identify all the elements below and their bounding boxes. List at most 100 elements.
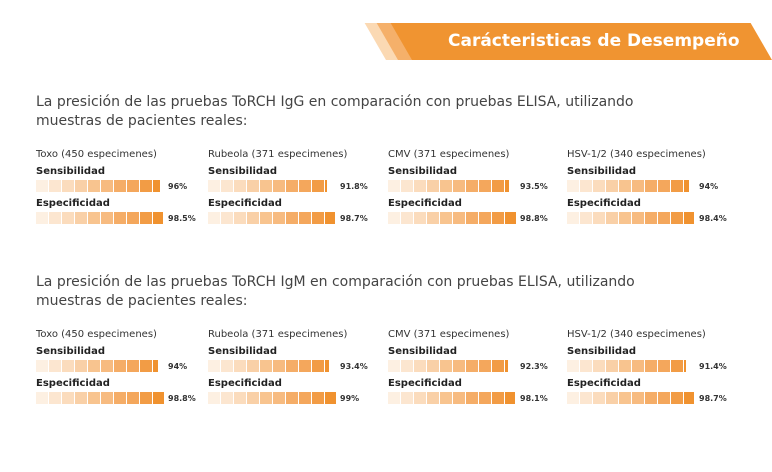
- sensitivity-label: Sensibilidad: [208, 166, 277, 177]
- bar-segment: [75, 392, 87, 404]
- specificity-bar: [208, 392, 337, 404]
- sensitivity-value: 91.8%: [340, 181, 368, 191]
- bar-segment: [312, 392, 324, 404]
- sensitivity-bar: [388, 180, 517, 192]
- bar-segment: [619, 212, 631, 224]
- specificity-bar: [36, 392, 165, 404]
- bar-segment: [273, 212, 285, 224]
- bar-segment: [88, 212, 100, 224]
- bar-segment: [492, 360, 504, 372]
- sensitivity-bar: [567, 180, 696, 192]
- bar-segment: [114, 392, 126, 404]
- sensitivity-label: Sensibilidad: [36, 166, 105, 177]
- bar-segment: [49, 392, 61, 404]
- bar-segment: [684, 392, 696, 404]
- column-title: Rubeola (371 especimenes): [208, 329, 348, 340]
- bar-segment: [299, 212, 311, 224]
- bar-segment: [466, 212, 478, 224]
- bar-segment: [492, 392, 504, 404]
- bar-segment: [567, 180, 579, 192]
- bar-segment: [593, 360, 605, 372]
- bar-segment: [401, 360, 413, 372]
- sensitivity-label: Sensibilidad: [388, 166, 457, 177]
- bar-segment: [75, 212, 87, 224]
- bar-segment: [414, 360, 426, 372]
- bar-segment: [153, 180, 165, 192]
- specificity-row: 98.5%: [36, 212, 206, 224]
- bar-segment: [36, 180, 48, 192]
- bar-segment: [658, 392, 670, 404]
- specificity-value: 98.7%: [340, 213, 368, 223]
- test-column: Rubeola (371 especimenes) Sensibilidad 93.…: [208, 329, 378, 404]
- bar-segment: [632, 212, 644, 224]
- bar-segment: [684, 180, 696, 192]
- bar-segment: [221, 212, 233, 224]
- bar-segment: [388, 392, 400, 404]
- specificity-row: 98.7%: [567, 392, 737, 404]
- bar-segment: [140, 360, 152, 372]
- bar-segment: [208, 180, 220, 192]
- specificity-label: Especificidad: [208, 198, 282, 209]
- bar-segment: [260, 180, 272, 192]
- bar-segment: [684, 360, 696, 372]
- bar-segment: [671, 392, 683, 404]
- sensitivity-row: 92.3%: [388, 360, 558, 372]
- bar-segment: [325, 360, 337, 372]
- bar-segment: [286, 212, 298, 224]
- sensitivity-row: 96%: [36, 180, 206, 192]
- specificity-bar: [36, 212, 165, 224]
- bar-segment: [234, 212, 246, 224]
- bar-segment: [325, 180, 337, 192]
- bar-segment: [260, 360, 272, 372]
- bar-segment: [49, 212, 61, 224]
- bar-segment: [153, 212, 165, 224]
- test-column: HSV-1/2 (340 especimenes) Sensibilidad 91.…: [567, 329, 737, 404]
- bar-segment: [453, 180, 465, 192]
- bar-segment: [645, 392, 657, 404]
- bar-segment: [632, 180, 644, 192]
- bar-segment: [101, 212, 113, 224]
- bar-segment: [593, 212, 605, 224]
- sensitivity-value: 94%: [168, 361, 188, 371]
- bar-segment: [453, 392, 465, 404]
- sensitivity-bar: [208, 180, 337, 192]
- specificity-label: Especificidad: [208, 378, 282, 389]
- bar-segment: [234, 392, 246, 404]
- sensitivity-value: 91.4%: [699, 361, 727, 371]
- bar-segment: [114, 212, 126, 224]
- bar-segment: [684, 212, 696, 224]
- bar-segment: [140, 180, 152, 192]
- bar-segment: [62, 392, 74, 404]
- bar-segment: [153, 360, 165, 372]
- test-column: Rubeola (371 especimenes) Sensibilidad 91.…: [208, 149, 378, 224]
- bar-segment: [114, 180, 126, 192]
- bar-segment: [114, 360, 126, 372]
- bar-segment: [606, 360, 618, 372]
- bar-segment: [49, 360, 61, 372]
- bar-segment: [505, 392, 517, 404]
- bar-segment: [36, 392, 48, 404]
- bar-segment: [401, 212, 413, 224]
- specificity-value: 98.8%: [520, 213, 548, 223]
- column-title: CMV (371 especimenes): [388, 149, 510, 160]
- bar-segment: [273, 392, 285, 404]
- section-intro: La presición de las pruebas ToRCH IgM en…: [36, 274, 635, 309]
- bar-segment: [325, 392, 337, 404]
- bar-segment: [247, 180, 259, 192]
- bar-segment: [593, 392, 605, 404]
- section-banner: Carácteristicas de Desempeño: [364, 23, 772, 60]
- bar-segment: [440, 180, 452, 192]
- bar-segment: [101, 392, 113, 404]
- specificity-value: 98.8%: [168, 393, 196, 403]
- specificity-label: Especificidad: [567, 198, 641, 209]
- bar-segment: [140, 212, 152, 224]
- bar-segment: [567, 212, 579, 224]
- test-column: Toxo (450 especimenes) Sensibilidad 94% Esp…: [36, 329, 206, 404]
- sensitivity-label: Sensibilidad: [567, 346, 636, 357]
- bar-segment: [427, 180, 439, 192]
- bar-segment: [492, 180, 504, 192]
- bar-segment: [388, 212, 400, 224]
- bar-segment: [466, 180, 478, 192]
- column-title: Rubeola (371 especimenes): [208, 149, 348, 160]
- bar-segment: [299, 360, 311, 372]
